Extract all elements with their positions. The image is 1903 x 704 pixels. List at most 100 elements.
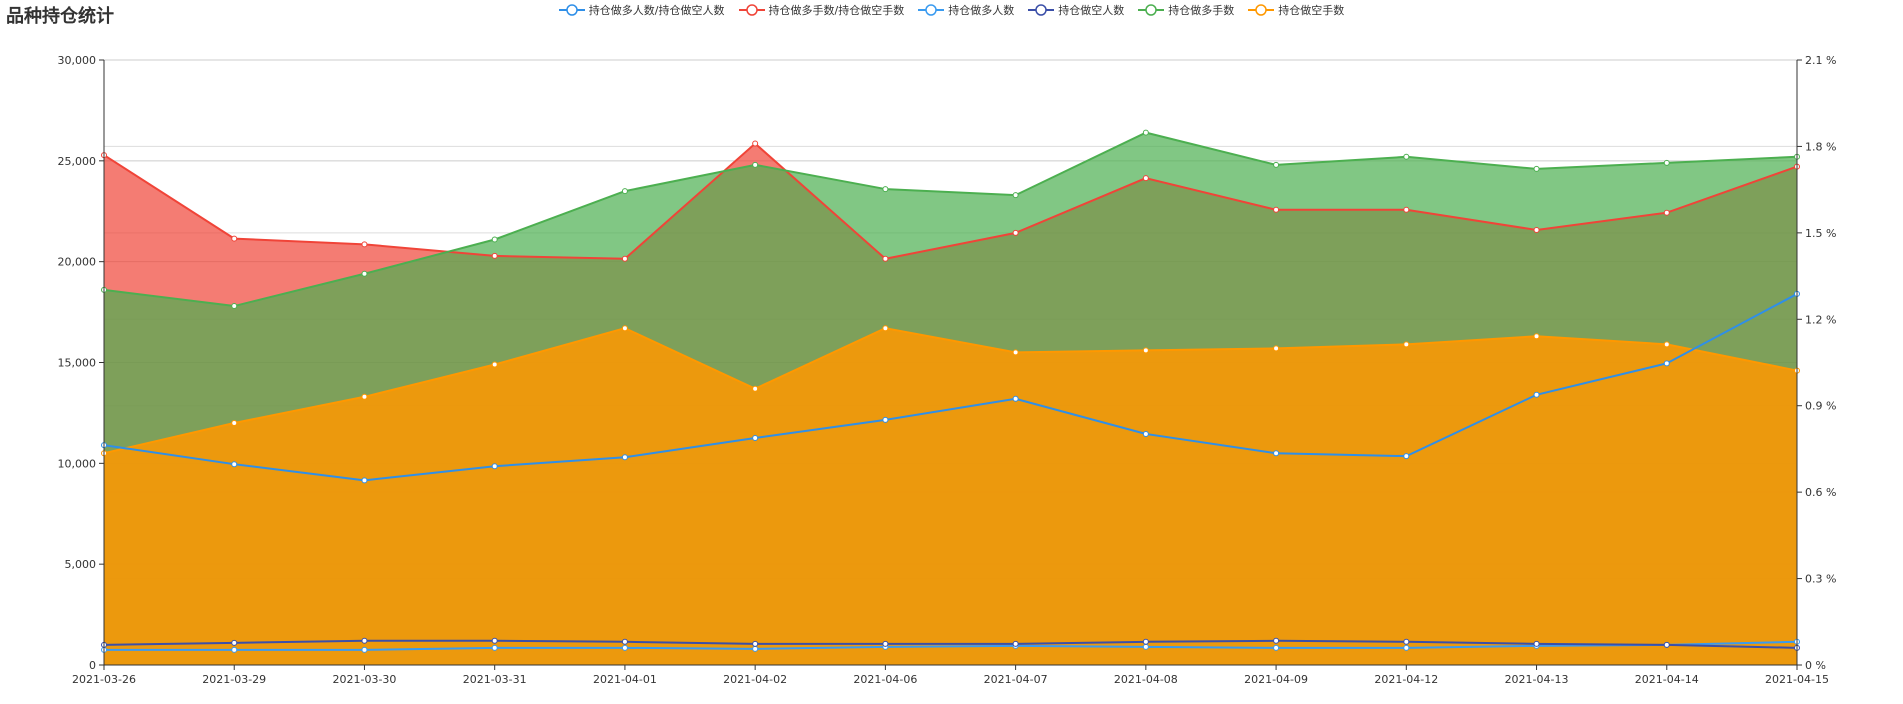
- data-point: [1533, 226, 1540, 233]
- x-tick-label: 2021-04-07: [984, 673, 1048, 686]
- left-tick-label: 0: [89, 659, 96, 672]
- x-tick-label: 2021-04-13: [1505, 673, 1569, 686]
- data-point: [491, 463, 498, 470]
- legend-label: 持仓做多手数/持仓做空手数: [768, 4, 905, 17]
- right-tick-label: 0.3 %: [1805, 573, 1836, 586]
- data-point: [621, 188, 628, 195]
- series-line-2: [104, 640, 1798, 651]
- data-point: [1012, 349, 1019, 356]
- legend-marker-icon: [1028, 4, 1055, 16]
- right-tick-label: 0.6 %: [1805, 486, 1836, 499]
- x-tick-label: 2021-04-01: [593, 673, 657, 686]
- data-point: [1273, 206, 1280, 213]
- legend-marker-icon: [1248, 4, 1275, 16]
- data-point: [1533, 640, 1540, 647]
- data-point: [752, 640, 759, 647]
- legend-item[interactable]: 持仓做空人数: [1028, 2, 1124, 18]
- data-point: [231, 639, 238, 646]
- data-point: [1533, 165, 1540, 172]
- right-tick-label: 2.1 %: [1805, 54, 1836, 67]
- data-point: [1533, 333, 1540, 340]
- data-point: [882, 255, 889, 262]
- left-tick-label: 25,000: [58, 155, 97, 168]
- series-line-3: [103, 639, 1798, 649]
- data-point: [1273, 637, 1280, 644]
- data-point: [1663, 209, 1670, 216]
- data-point: [491, 637, 498, 644]
- data-point: [621, 638, 628, 645]
- x-tick-label: 2021-03-26: [72, 673, 136, 686]
- data-point: [621, 644, 628, 651]
- x-tick-label: 2021-04-08: [1114, 673, 1178, 686]
- data-point: [491, 252, 498, 259]
- data-point: [752, 434, 759, 441]
- legend-label: 持仓做空人数: [1058, 4, 1125, 17]
- data-point: [231, 235, 238, 242]
- data-point: [491, 236, 498, 243]
- legend-item[interactable]: 持仓做多手数/持仓做空手数: [738, 2, 905, 18]
- data-point: [1273, 161, 1280, 168]
- data-point: [1533, 391, 1540, 398]
- legend-item[interactable]: 持仓做空手数: [1248, 2, 1344, 18]
- x-tick-label: 2021-04-14: [1635, 673, 1699, 686]
- left-tick-label: 10,000: [58, 457, 97, 470]
- data-point: [752, 140, 759, 147]
- data-point: [231, 646, 238, 653]
- right-tick-label: 1.2 %: [1805, 313, 1836, 326]
- data-point: [1403, 341, 1410, 348]
- chart-title: 品种持仓统计: [6, 6, 114, 27]
- data-point: [752, 161, 759, 168]
- legend-label: 持仓做多人数/持仓做空人数: [588, 4, 725, 17]
- area-5: [104, 328, 1797, 665]
- data-point: [882, 325, 889, 332]
- legend-marker-icon: [1138, 4, 1165, 16]
- legend-item[interactable]: 持仓做多人数/持仓做空人数: [558, 2, 725, 18]
- data-point: [752, 385, 759, 392]
- data-point: [1663, 159, 1670, 166]
- legend-item[interactable]: 持仓做多手数: [1138, 2, 1234, 18]
- data-point: [1663, 641, 1670, 648]
- data-point: [882, 186, 889, 193]
- series-line-0: [103, 293, 1798, 482]
- right-tick-label: 1.5 %: [1805, 227, 1836, 240]
- data-point: [1012, 229, 1019, 236]
- data-point: [1012, 395, 1019, 402]
- series-line-5: [103, 327, 1798, 455]
- data-point: [1142, 430, 1149, 437]
- data-point: [361, 637, 368, 644]
- data-point: [621, 255, 628, 262]
- data-point: [231, 303, 238, 310]
- data-point: [1403, 638, 1410, 645]
- data-point: [491, 361, 498, 368]
- left-tick-label: 15,000: [58, 357, 97, 370]
- legend: 持仓做多人数/持仓做空人数 持仓做多手数/持仓做空手数 持仓做多人数 持仓做空人数 持仓…: [0, 2, 1903, 18]
- legend-marker-icon: [918, 4, 945, 16]
- data-point: [1403, 153, 1410, 160]
- series-line-4: [103, 131, 1798, 308]
- data-point: [1012, 640, 1019, 647]
- data-point: [621, 325, 628, 332]
- legend-item[interactable]: 持仓做多人数: [918, 2, 1014, 18]
- data-point: [1663, 341, 1670, 348]
- right-tick-label: 1.8 %: [1805, 140, 1836, 153]
- right-tick-label: 0 %: [1805, 659, 1826, 672]
- data-point: [231, 461, 238, 468]
- x-tick-label: 2021-04-09: [1244, 673, 1308, 686]
- data-point: [491, 644, 498, 651]
- data-point: [621, 454, 628, 461]
- legend-label: 持仓做多人数: [948, 4, 1015, 17]
- data-point: [1273, 450, 1280, 457]
- data-point: [1142, 638, 1149, 645]
- data-point: [1663, 360, 1670, 367]
- data-point: [361, 477, 368, 484]
- x-tick-label: 2021-04-06: [853, 673, 917, 686]
- right-tick-label: 0.9 %: [1805, 400, 1836, 413]
- data-point: [231, 420, 238, 426]
- data-point: [1142, 347, 1149, 354]
- legend-label: 持仓做空手数: [1278, 4, 1345, 17]
- data-point: [1142, 643, 1149, 650]
- data-point: [1012, 192, 1019, 199]
- left-tick-label: 5,000: [65, 558, 97, 571]
- x-tick-label: 2021-03-29: [202, 673, 266, 686]
